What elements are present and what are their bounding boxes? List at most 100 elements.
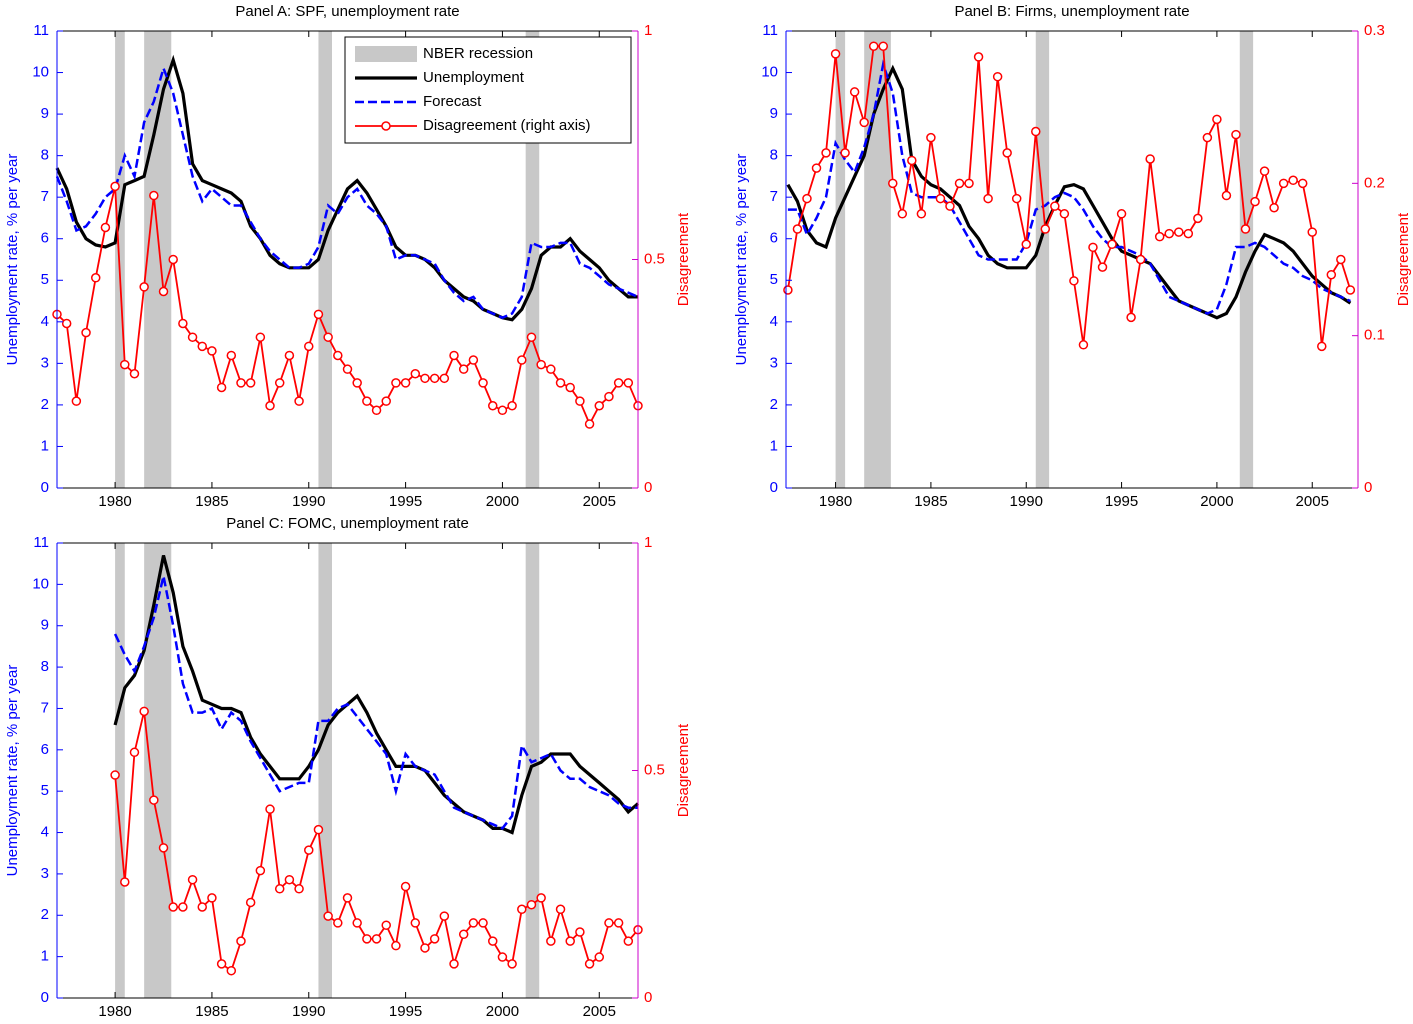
series-marker <box>613 918 624 928</box>
series-marker <box>565 936 575 946</box>
recession-band <box>318 543 333 998</box>
series-marker <box>236 378 246 388</box>
series-marker <box>449 350 459 361</box>
panel-title: Panel C: FOMC, unemployment rate <box>226 515 469 532</box>
series-marker <box>1078 340 1089 350</box>
y-tick-label: 7 <box>41 188 49 205</box>
series-marker <box>623 378 634 388</box>
series-marker <box>458 929 469 940</box>
y-tick-label: 9 <box>41 105 49 122</box>
series-marker <box>439 373 450 384</box>
y-tick-label: 4 <box>770 313 778 330</box>
recession-band <box>115 543 125 998</box>
series-marker <box>187 332 198 342</box>
series-marker <box>400 378 411 388</box>
series-marker <box>468 355 479 365</box>
y-tick-label: 1 <box>41 948 49 965</box>
series-marker <box>120 877 130 887</box>
y-tick-label: 2 <box>41 906 49 923</box>
series-marker <box>992 71 1003 82</box>
series-marker <box>536 893 546 903</box>
y-tick-label: 7 <box>41 699 49 716</box>
series-marker <box>294 396 304 406</box>
series-marker <box>362 396 372 406</box>
y-tick-label: 3 <box>41 865 49 882</box>
series-marker <box>517 355 527 365</box>
series-marker <box>584 959 595 969</box>
series-marker <box>110 770 120 780</box>
series-marker <box>1278 178 1289 189</box>
series-marker <box>1107 239 1117 250</box>
series-marker <box>362 934 372 944</box>
series-marker <box>265 804 275 814</box>
y-tick-label: 5 <box>41 271 49 288</box>
x-tick-label: 1985 <box>914 493 947 510</box>
series-marker <box>313 309 324 320</box>
series-marker <box>255 332 266 342</box>
series-marker <box>313 824 324 835</box>
y-tick-label: 5 <box>770 271 778 288</box>
series-marker <box>1097 262 1108 272</box>
y2-tick-label: 0.5 <box>644 761 665 778</box>
series-marker <box>381 920 391 930</box>
series-marker <box>1126 312 1136 323</box>
series-marker <box>139 282 149 292</box>
series-marker <box>594 952 605 962</box>
y-tick-label: 9 <box>41 617 49 634</box>
series-marker <box>555 904 566 915</box>
x-tick-label: 2005 <box>1296 493 1329 510</box>
y-tick-label: 11 <box>33 534 49 551</box>
series-marker <box>1183 228 1194 239</box>
x-tick-label: 1985 <box>195 1003 228 1020</box>
recession-band <box>318 31 333 488</box>
series-marker <box>110 181 120 192</box>
panel-title: Panel A: SPF, unemployment rate <box>235 3 459 20</box>
series-marker <box>840 148 850 158</box>
series-marker <box>149 190 159 201</box>
series-line <box>787 59 1351 315</box>
series-marker <box>458 364 469 374</box>
y-tick-label: 0 <box>41 479 49 496</box>
series-marker <box>1002 148 1012 158</box>
y2-axis-label: Disagreement <box>1395 212 1412 306</box>
series-line <box>55 54 638 322</box>
series-marker <box>468 918 479 928</box>
y2-tick-label: 0 <box>644 479 652 496</box>
series-marker <box>811 163 822 173</box>
y-tick-label: 3 <box>770 354 778 371</box>
y2-axis-label: Disagreement <box>675 723 692 817</box>
y-tick-label: 10 <box>32 575 49 592</box>
y-tick-label: 7 <box>770 188 778 205</box>
legend-marker <box>381 121 391 131</box>
series-marker <box>1345 285 1356 295</box>
panel: 1980 1985 1990 1995 2000 2005 0 1 2 3 4 5 6 7 8 9 10 11 0 0… <box>4 515 692 1020</box>
series-marker <box>178 902 188 912</box>
series-marker <box>158 286 169 297</box>
series-marker <box>1145 154 1155 164</box>
series-marker <box>594 400 605 411</box>
y2-tick-label: 0 <box>644 989 652 1006</box>
series-marker <box>623 936 634 946</box>
series-marker <box>333 918 343 928</box>
series-marker <box>81 327 91 338</box>
series-marker <box>983 193 993 204</box>
series-marker <box>783 285 793 295</box>
series-marker <box>1040 224 1051 234</box>
y-tick-label: 1 <box>770 437 778 454</box>
series-line <box>786 64 1352 320</box>
series-marker <box>802 193 812 204</box>
x-tick-label: 1995 <box>1105 493 1138 510</box>
series-marker <box>1088 242 1098 253</box>
series-marker <box>565 382 575 393</box>
y-tick-label: 9 <box>770 105 778 122</box>
series-marker <box>197 902 207 912</box>
x-tick-label: 1980 <box>98 493 131 510</box>
series-marker <box>1050 201 1060 211</box>
x-tick-label: 1980 <box>98 1003 131 1020</box>
series-marker <box>1317 341 1327 352</box>
y-tick-label: 8 <box>41 658 49 675</box>
series-marker <box>129 369 140 379</box>
series-marker <box>1269 202 1279 213</box>
series-marker <box>1135 254 1146 265</box>
series-marker <box>400 881 411 892</box>
